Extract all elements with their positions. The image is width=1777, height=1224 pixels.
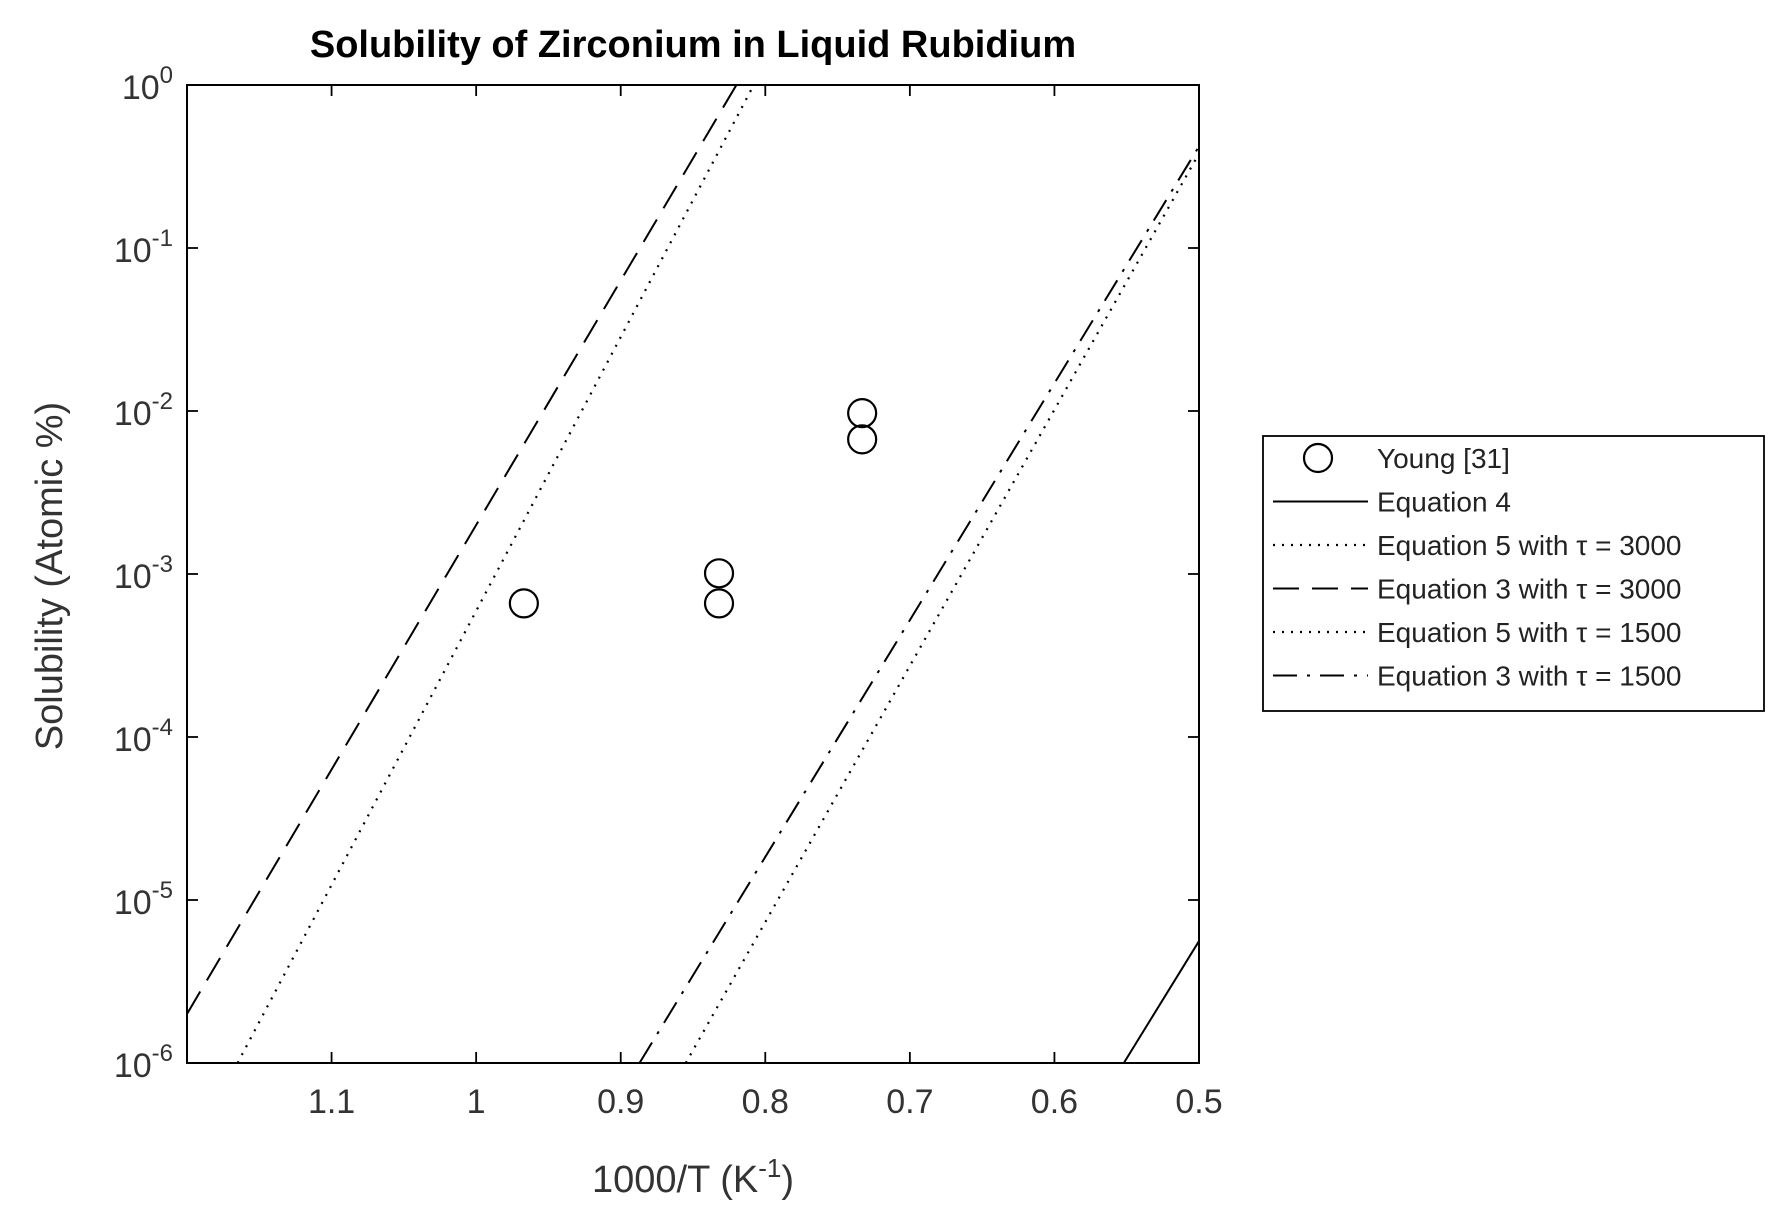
data-point-3 <box>847 424 878 455</box>
data-point-1 <box>703 588 735 619</box>
legend-label: Equation 3 with τ = 1500 <box>1377 661 1682 692</box>
legend-item: Equation 3 with τ = 3000 <box>1273 574 1682 605</box>
legend: Young [31] Equation 4 Equation 5 with τ = … <box>1262 435 1765 712</box>
legend-marker <box>1302 442 1334 474</box>
series-line-4 <box>684 152 1199 1063</box>
legend-item: Equation 5 with τ = 1500 <box>1273 617 1682 648</box>
legend-label: Equation 4 <box>1377 487 1511 518</box>
chart-title: Solubility of Zirconium in Liquid Rubidi… <box>310 24 1076 66</box>
x-tick-label: 1.1 <box>308 1083 355 1121</box>
legend-label: Equation 5 with τ = 1500 <box>1377 617 1682 648</box>
y-tick-label: 10-3 <box>114 551 173 596</box>
series-line-3 <box>187 85 738 1015</box>
y-tick-label: 10-4 <box>114 714 173 759</box>
legend-item: Equation 5 with τ = 3000 <box>1273 530 1682 561</box>
legend-label: Equation 5 with τ = 3000 <box>1377 530 1682 561</box>
data-point-0 <box>508 588 539 619</box>
x-tick-label: 0.5 <box>1175 1083 1222 1121</box>
legend-item: Young [31] <box>1302 442 1510 474</box>
x-tick-label: 0.7 <box>886 1083 933 1121</box>
plot-frame <box>186 84 1200 1064</box>
legend-item: Equation 3 with τ = 1500 <box>1273 661 1682 692</box>
legend-label: Young [31] <box>1377 443 1510 474</box>
x-tick-label: 0.8 <box>742 1083 789 1121</box>
plot-area <box>187 85 1199 1063</box>
series-line-5 <box>638 145 1199 1063</box>
y-tick-label: 10-6 <box>114 1040 173 1085</box>
y-tick-label: 10-2 <box>114 388 173 433</box>
series-line-2 <box>236 85 755 1063</box>
axes: 1.1 1 0.9 0.8 0.7 0.6 0.5 10-6 10-5 10-4 10-3 10-2 1… <box>114 62 1223 1121</box>
x-tick-label: 1 <box>467 1083 486 1121</box>
data-point-4 <box>847 398 878 429</box>
legend-item: Equation 4 <box>1273 487 1511 518</box>
x-tick-label: 0.6 <box>1031 1083 1078 1121</box>
x-axis-label: 1000/T (K-1) <box>592 1153 794 1201</box>
data-point-2 <box>703 558 735 589</box>
legend-box <box>1262 435 1765 712</box>
series-line-1 <box>1122 940 1199 1063</box>
y-tick-label: 10-1 <box>114 225 173 270</box>
y-tick-label: 100 <box>122 62 173 107</box>
y-axis-label: Solubility (Atomic %) <box>29 402 71 750</box>
x-tick-label: 0.9 <box>597 1083 644 1121</box>
y-tick-label: 10-5 <box>114 877 173 922</box>
legend-label: Equation 3 with τ = 3000 <box>1377 574 1682 605</box>
